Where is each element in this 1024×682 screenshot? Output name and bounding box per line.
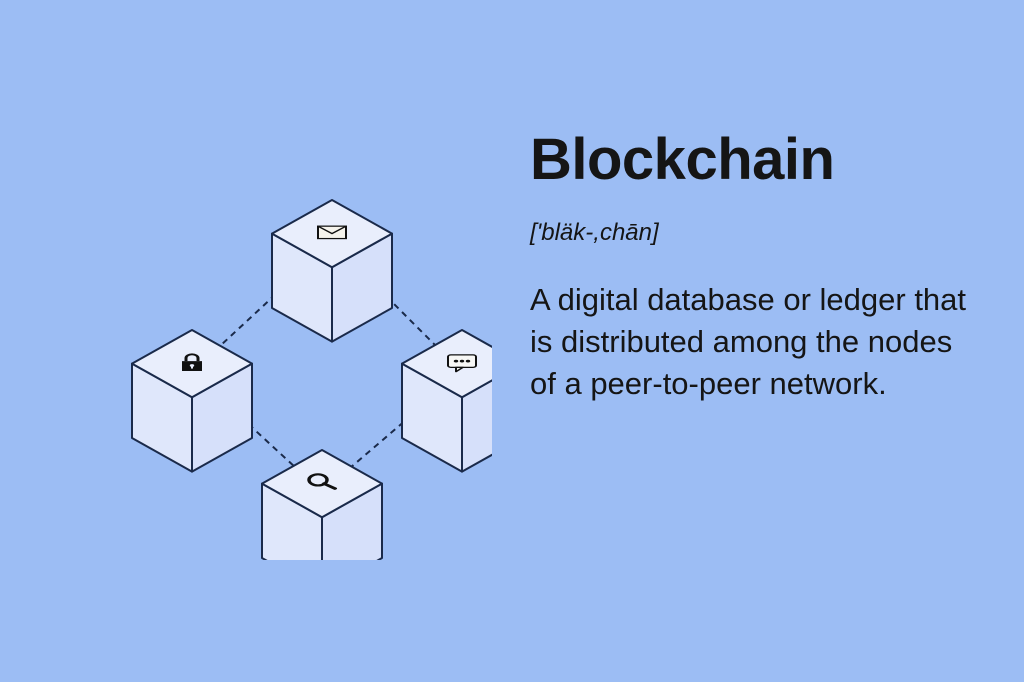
definition: A digital database or ledger that is dis…: [530, 279, 970, 405]
text-block: Blockchain ['bläk-,chān] A digital datab…: [530, 130, 970, 404]
cube-node-right: [402, 330, 492, 472]
blockchain-diagram: [52, 130, 492, 560]
cube-node-top: [272, 200, 392, 342]
pronunciation: ['bläk-,chān]: [530, 219, 970, 247]
infographic-canvas: Blockchain ['bläk-,chān] A digital datab…: [0, 0, 1024, 682]
cube-node-bottom: [262, 450, 382, 560]
cube-node-left: [132, 330, 252, 472]
envelope-icon: [318, 226, 346, 238]
term-title: Blockchain: [530, 130, 970, 191]
